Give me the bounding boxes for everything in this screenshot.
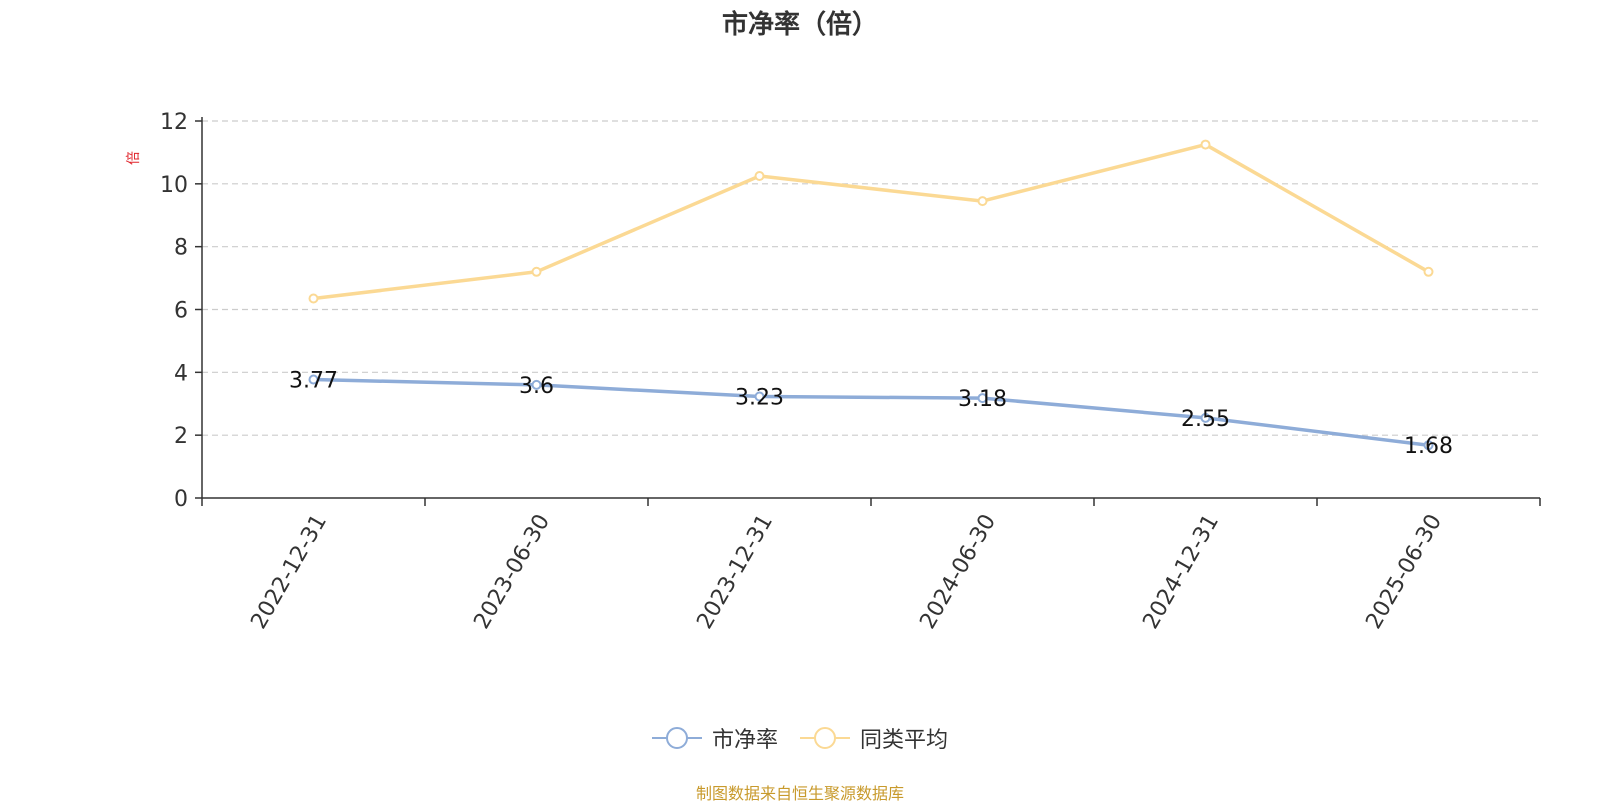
data-point [754,170,765,181]
y-tick-label: 8 [174,236,188,261]
data-label: 3.6 [519,374,554,399]
y-axis-label: 倍 [126,151,142,165]
legend-label-series-1: 市净率 [711,728,778,753]
data-point [1200,412,1211,423]
data-point [977,196,988,207]
y-tick-label: 0 [174,487,188,512]
data-point [754,391,765,402]
y-tick-label: 6 [174,299,188,324]
legend-item-series-1[interactable]: 市净率 [651,722,778,754]
series-layer [308,139,1434,451]
data-label-layer: 3.77 3.6 3.23 3.18 2.55 1.68 [289,369,1453,460]
axis-layer: 0 2 4 6 8 10 12 2022-12-31 2023-06-30 2023-12-31 2… [160,110,1541,633]
y-tick-label: 2 [174,424,188,449]
data-point [1200,139,1211,150]
grid-layer [202,120,1540,436]
chart-title: 市净率（倍） [721,10,878,40]
data-label: 3.18 [958,387,1007,412]
data-point [1423,266,1434,277]
y-tick-label: 4 [174,361,188,386]
x-tick-label: 2022-12-31 [246,510,332,633]
data-point [308,293,319,304]
series-line-2 [313,142,1430,301]
data-point [531,266,542,277]
x-tick-label: 2024-12-31 [1138,510,1224,633]
data-label: 2.55 [1181,407,1230,432]
legend-series-2-icon [800,727,850,749]
data-point [308,374,319,385]
x-tick-label: 2025-06-30 [1361,510,1447,633]
data-label: 1.68 [1404,434,1453,459]
legend-label-series-2: 同类平均 [860,728,949,753]
y-tick-label: 12 [160,110,188,135]
data-point [531,379,542,390]
data-label: 3.23 [735,386,784,411]
source-note: 制图数据来自恒生聚源数据库 [695,784,904,803]
data-point [1423,440,1434,451]
x-tick-label: 2024-06-30 [915,510,1001,633]
legend-item-series-2[interactable]: 同类平均 [800,722,948,754]
legend: 市净率 同类平均 [0,722,1600,754]
legend-series-1-icon [651,727,702,749]
data-label: 3.77 [289,369,338,394]
x-tick-label: 2023-12-31 [692,510,778,633]
data-point [977,393,988,404]
y-tick-label: 10 [160,173,188,198]
x-tick-label: 2023-06-30 [469,510,555,633]
series-line-1 [313,377,1429,447]
